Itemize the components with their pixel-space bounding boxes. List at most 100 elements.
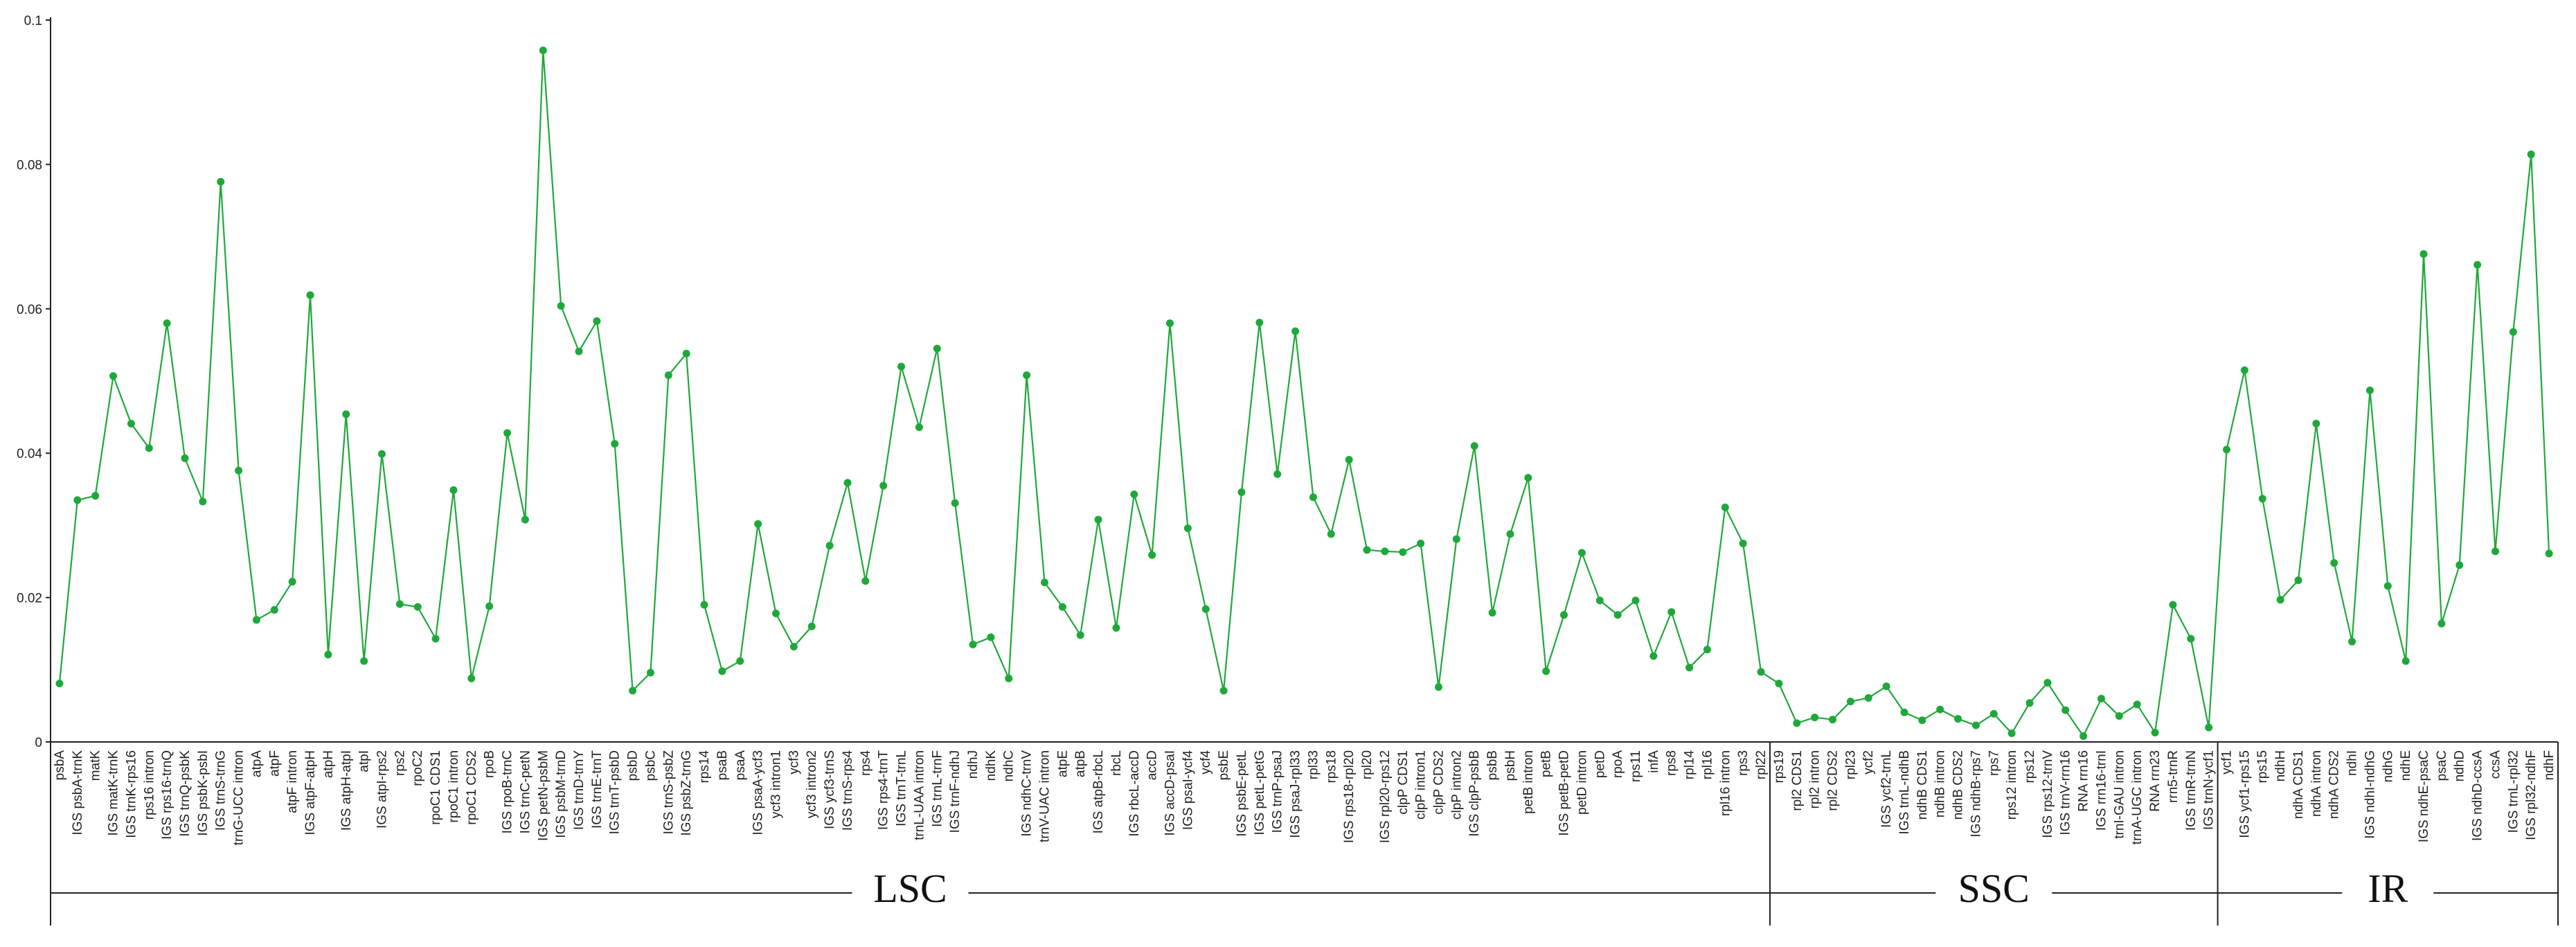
data-point: [1793, 719, 1801, 727]
data-point: [431, 635, 440, 643]
x-category-label: atpB: [1073, 750, 1088, 777]
x-category-label: ndhC: [1002, 750, 1017, 781]
data-point: [2545, 549, 2553, 558]
x-category-label: petB: [1539, 750, 1554, 777]
data-point: [807, 622, 816, 630]
data-point: [1560, 611, 1568, 619]
x-category-label: atpE: [1055, 750, 1070, 777]
x-axis-category-labels: psbA IGS psbA-trnK matK IGS matK-trnK IGS tr…: [53, 750, 2557, 846]
x-category-label: IGS petN-psbM: [536, 750, 551, 841]
data-point: [1649, 652, 1658, 660]
data-point: [897, 362, 906, 371]
x-category-label: IGS atpB-rbcL: [1091, 750, 1106, 833]
data-point: [342, 410, 350, 418]
x-category-label: ndhA intron: [2309, 750, 2324, 817]
data-point: [1506, 530, 1514, 538]
x-category-label: atpF intron: [285, 750, 300, 813]
x-category-label: rps14: [697, 750, 712, 784]
x-category-label: psbB: [1485, 750, 1500, 780]
x-category-label: rpl20: [1360, 750, 1375, 779]
x-category-label: IGS trnF-ndhJ: [948, 750, 963, 833]
x-category-label: IGS petL-petG: [1253, 750, 1267, 835]
data-point: [915, 423, 923, 432]
x-category-label: ccsA: [2488, 750, 2503, 779]
data-point: [2348, 637, 2356, 646]
data-point: [1094, 515, 1102, 524]
x-category-label: IGS rps12-trnV: [2041, 750, 2055, 838]
x-category-label: IGS trnL-ndhB: [1897, 750, 1912, 834]
x-category-label: ndhB CDS2: [1951, 750, 1966, 820]
data-point: [2187, 635, 2195, 643]
data-point: [1667, 608, 1676, 616]
x-category-label: ycf2: [1861, 750, 1876, 775]
x-category-label: IGS rps18-rpl20: [1342, 750, 1357, 843]
x-category-label: trnI-GAU intron: [2112, 750, 2127, 839]
data-point: [2169, 601, 2177, 609]
x-category-label: psbA: [53, 750, 67, 781]
y-tick-label: 0.08: [17, 158, 42, 172]
region-label: LSC: [873, 866, 947, 911]
data-point: [306, 291, 314, 299]
data-point: [2330, 559, 2338, 567]
data-point: [1864, 693, 1872, 702]
data-point: [1417, 539, 1425, 547]
region-brackets: LSC SSC IR: [50, 742, 2559, 926]
data-point: [1739, 539, 1747, 547]
data-point: [2383, 582, 2392, 590]
data-point: [1828, 716, 1836, 724]
data-point: [1183, 524, 1192, 533]
x-category-label: IGS ndhB-rps7: [1969, 750, 1983, 838]
y-axis-ticks: 0 0.02 0.04 0.06 0.08 0.1: [17, 14, 51, 750]
x-category-label: IGS rps4-trnT: [877, 750, 891, 830]
x-category-label: clpP intron2: [1449, 750, 1464, 820]
x-category-label: IGS psbA-trnK: [71, 750, 85, 835]
x-category-label: IGS atpH-atpI: [339, 750, 354, 831]
x-category-label: rpl2 intron: [1808, 750, 1823, 809]
data-point: [1255, 319, 1264, 327]
data-point: [2115, 711, 2123, 720]
data-point: [145, 444, 153, 452]
x-category-label: rps2: [393, 750, 407, 776]
data-point: [969, 640, 977, 648]
x-category-label: IGS trnK-rps16: [124, 750, 138, 838]
x-category-label: ndhE: [2399, 750, 2413, 781]
data-point: [1595, 596, 1604, 605]
data-point: [1757, 668, 1765, 676]
x-category-label: petB intron: [1521, 750, 1536, 814]
region-label: SSC: [1958, 866, 2030, 911]
data-point: [611, 440, 619, 448]
x-category-label: rpoB: [483, 750, 497, 778]
data-point: [521, 515, 529, 524]
data-point: [163, 319, 171, 328]
x-category-label: rrn5-trnR: [2166, 750, 2181, 803]
x-category-label: IGS rps16-trnQ: [160, 750, 175, 840]
x-category-label: rpl16 intron: [1718, 750, 1733, 816]
x-category-label: IGS trnV-rrn16: [2059, 750, 2073, 835]
data-point: [2240, 366, 2248, 374]
data-point: [1577, 549, 1586, 557]
region-label: IR: [2368, 866, 2408, 911]
data-point: [1219, 687, 1228, 695]
data-point: [1775, 680, 1783, 688]
x-category-label: IGS rpl20-rps12: [1378, 750, 1393, 843]
x-category-label: IGS ycf2-trnL: [1879, 750, 1894, 828]
data-point: [557, 302, 565, 310]
data-point: [1237, 488, 1246, 496]
x-category-label: psbC: [643, 750, 658, 781]
data-point: [2133, 700, 2141, 709]
data-point: [1721, 503, 1729, 511]
x-category-label: atpH: [321, 750, 336, 778]
x-category-label: trnL-UAA intron: [912, 750, 927, 840]
data-point: [772, 610, 780, 618]
data-point: [879, 481, 888, 490]
x-category-label: RNA rrn23: [2148, 750, 2163, 812]
data-point: [629, 687, 637, 695]
data-point: [664, 371, 672, 380]
x-category-label: IGS trnS-rps4: [841, 750, 855, 831]
data-point: [825, 542, 834, 550]
x-category-label: IGS ycf3-trnS: [823, 750, 837, 829]
x-category-label: rps18: [1324, 750, 1339, 784]
x-category-label: petD: [1593, 750, 1607, 778]
